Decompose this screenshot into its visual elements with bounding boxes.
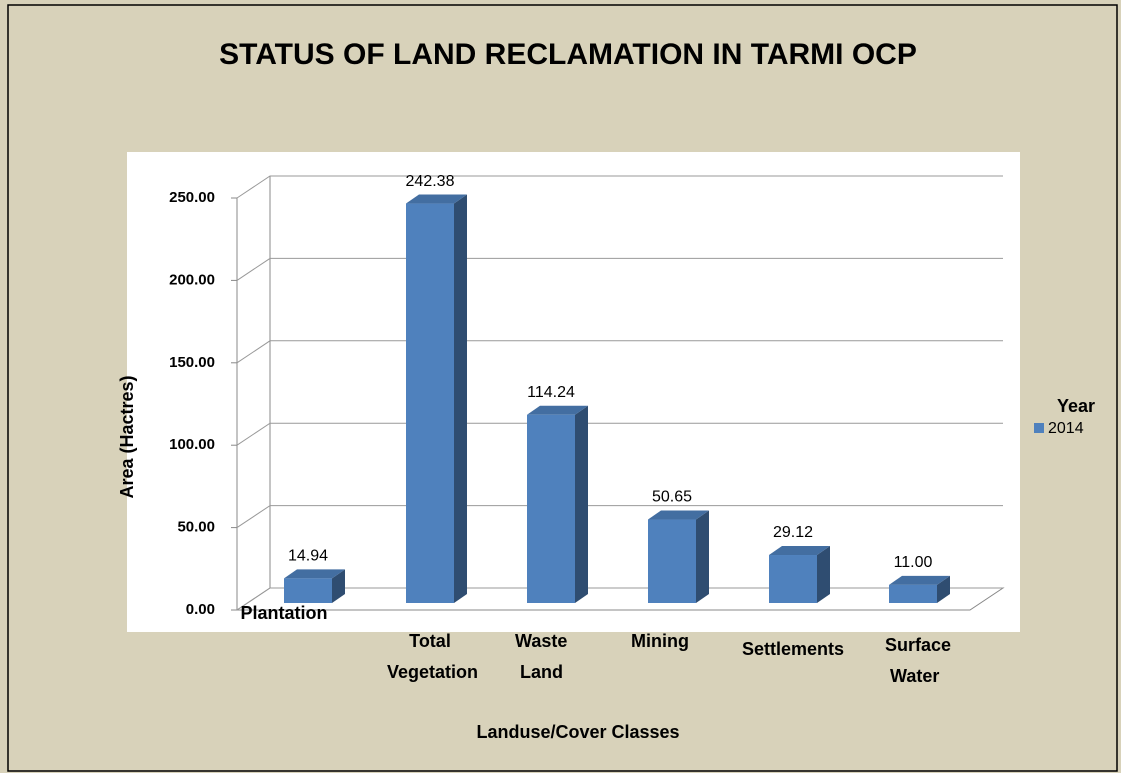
data-label: 14.94	[288, 548, 328, 565]
legend-title: Year	[1057, 396, 1095, 416]
bar	[769, 555, 817, 603]
bar-side	[454, 194, 467, 604]
data-label: 29.12	[773, 524, 813, 541]
y-tick-label: 150.00	[169, 354, 215, 371]
x-tick-label: Plantation	[240, 603, 327, 623]
bar-top	[648, 510, 709, 520]
legend-swatch	[1034, 423, 1044, 433]
bar-top	[406, 194, 467, 204]
y-tick-label: 100.00	[169, 436, 215, 453]
y-tick-label: 50.00	[177, 519, 215, 536]
bar-top	[284, 569, 345, 579]
y-tick-label: 200.00	[169, 271, 215, 288]
x-tick-label: Mining	[631, 631, 689, 651]
bar-side	[696, 510, 709, 603]
y-tick-label: 250.00	[169, 189, 215, 206]
data-label: 50.65	[652, 489, 692, 506]
frame	[7, 4, 1118, 772]
grid-line	[236, 505, 1003, 529]
grid-line	[236, 340, 1003, 364]
grid-line	[236, 422, 1003, 446]
legend-label: 2014	[1048, 420, 1084, 437]
bar-side	[817, 546, 830, 603]
y-tick-label: 0.00	[186, 601, 215, 618]
grid-line	[236, 175, 1003, 199]
bar-side	[575, 405, 588, 603]
x-axis-title: Landuse/Cover Classes	[476, 722, 679, 742]
x-tick-label: Settlements	[742, 639, 844, 659]
bar	[284, 578, 332, 603]
grid-line	[236, 257, 1003, 281]
bar	[406, 203, 454, 604]
chart-title: STATUS OF LAND RECLAMATION IN TARMI OCP	[219, 38, 917, 71]
data-label: 242.38	[406, 173, 455, 190]
data-label: 11.00	[894, 554, 933, 571]
x-tick-label: Waste Land	[515, 631, 567, 682]
bar-top	[889, 575, 950, 585]
x-tick-label: Total Vegetation	[382, 631, 478, 682]
bar-side	[332, 569, 345, 603]
bar-side	[937, 575, 950, 603]
bar-top	[527, 405, 588, 415]
bar	[648, 519, 696, 603]
grid-line	[236, 587, 1003, 611]
x-tick-label: Surface Water	[885, 635, 951, 686]
y-axis-title: Area (Hactres)	[117, 375, 137, 498]
data-label: 114.24	[527, 384, 575, 401]
bar	[889, 584, 937, 603]
bar-top	[769, 546, 830, 556]
bar	[527, 414, 575, 603]
